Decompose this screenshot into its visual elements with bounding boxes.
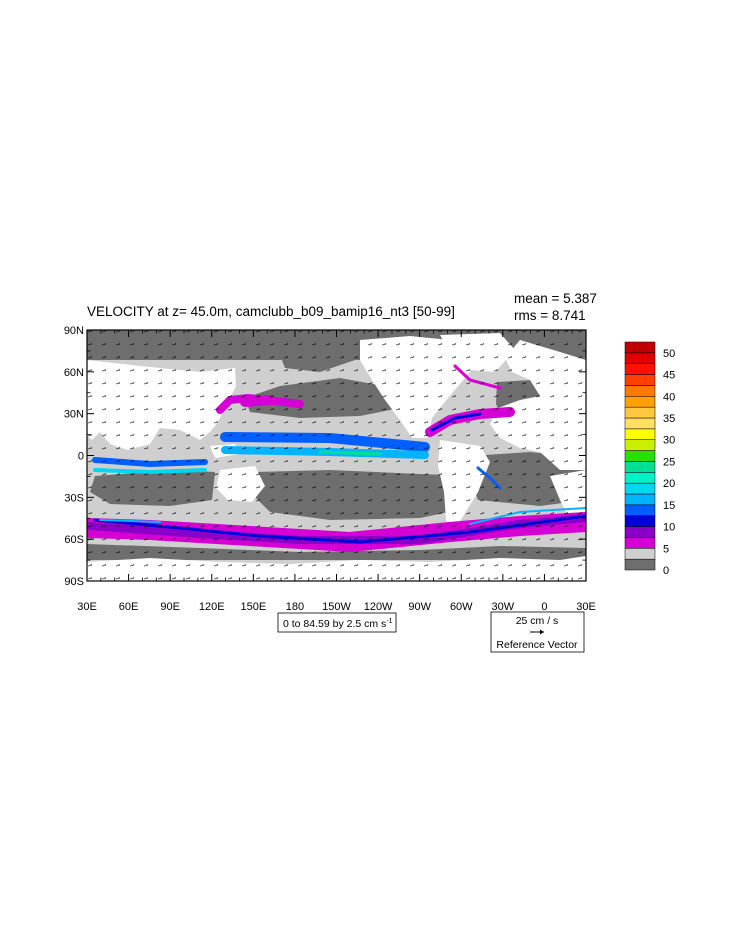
y-tick-label: 30N [64, 409, 84, 421]
reference-vector-label: Reference Vector [496, 639, 578, 651]
colorbar-swatch [624, 548, 656, 560]
colorbar-label: 15 [663, 500, 675, 512]
colorbar-swatch [624, 406, 656, 419]
colorbar-label: 0 [663, 565, 669, 577]
colorbar-swatch [624, 493, 656, 506]
colorbar-label: 30 [663, 435, 675, 447]
colorbar-label: 25 [663, 456, 675, 468]
x-tick-label: 150E [240, 601, 266, 613]
colorbar-swatch [624, 515, 656, 527]
colorbar-swatch [624, 374, 656, 386]
velocity-vectors [87, 330, 586, 581]
x-tick-label: 0 [541, 601, 547, 613]
x-tick-label: 60E [119, 601, 139, 613]
colorbar-swatch [624, 396, 656, 408]
map-title: VELOCITY at z= 45.0m, camclubb_b09_bamip… [87, 304, 455, 319]
axis-labels: 30E 60E 90E 120E 150E 180 150W 120W 90W 60W 30W 0 30… [64, 325, 596, 613]
x-tick-label: 30W [492, 601, 515, 613]
y-tick-label: 0 [78, 451, 84, 463]
colorbar-label: 10 [663, 522, 675, 534]
x-tick-label: 90E [160, 601, 180, 613]
x-tick-label: 120E [199, 601, 225, 613]
y-tick-label: 90S [64, 576, 84, 588]
colorbar-swatch [624, 363, 656, 375]
y-tick-label: 30S [64, 492, 84, 504]
x-tick-label: 120W [364, 601, 393, 613]
y-tick-label: 90N [64, 325, 84, 337]
colorbar-label: 5 [663, 543, 669, 555]
mean-stat: mean = 5.387 [514, 291, 597, 306]
colorbar-swatch [624, 504, 656, 516]
x-tick-label: 30E [77, 601, 97, 613]
colorbar-labels: 0 5 10 15 20 25 30 35 40 45 50 [663, 348, 675, 577]
colorbar-swatch [624, 385, 656, 397]
axis-ticks [86, 329, 587, 582]
colorbar-label: 40 [663, 391, 675, 403]
colorbar-swatch [624, 482, 656, 495]
reference-arrow-head [540, 629, 544, 635]
colorbar-label: 20 [663, 478, 675, 490]
colorbar-swatch [624, 439, 656, 451]
colorbar-swatch [624, 352, 656, 364]
colorbar-label: 45 [663, 370, 675, 382]
colorbar-swatch [624, 526, 656, 538]
contour-info-box: 0 to 84.59 by 2.5 cm s-1 [277, 612, 397, 633]
x-tick-label: 90W [408, 601, 431, 613]
colorbar-label: 50 [663, 348, 675, 360]
colorbar-swatch [624, 537, 656, 549]
reference-vector-magnitude: 25 cm / s [516, 615, 559, 627]
x-tick-label: 180 [286, 601, 304, 613]
colorbar-swatch [624, 558, 656, 571]
x-tick-label: 60W [450, 601, 473, 613]
colorbar-swatch [624, 417, 656, 430]
colorbar-swatch [624, 450, 656, 462]
colorbar [624, 341, 656, 571]
rms-stat: rms = 8.741 [514, 308, 586, 323]
colorbar-swatch [624, 461, 656, 473]
map-plot [87, 330, 586, 581]
contour-info-text: 0 to 84.59 by 2.5 cm s-1 [283, 618, 393, 630]
colorbar-swatch [624, 428, 656, 440]
colorbar-label: 35 [663, 413, 675, 425]
colorbar-swatch [624, 341, 656, 354]
y-tick-label: 60S [64, 534, 84, 546]
colorbar-swatch [624, 472, 656, 484]
y-tick-label: 60N [64, 367, 84, 379]
x-tick-label: 150W [322, 601, 351, 613]
x-tick-label: 30E [576, 601, 596, 613]
reference-vector-box: 25 cm / s Reference Vector [490, 611, 585, 653]
